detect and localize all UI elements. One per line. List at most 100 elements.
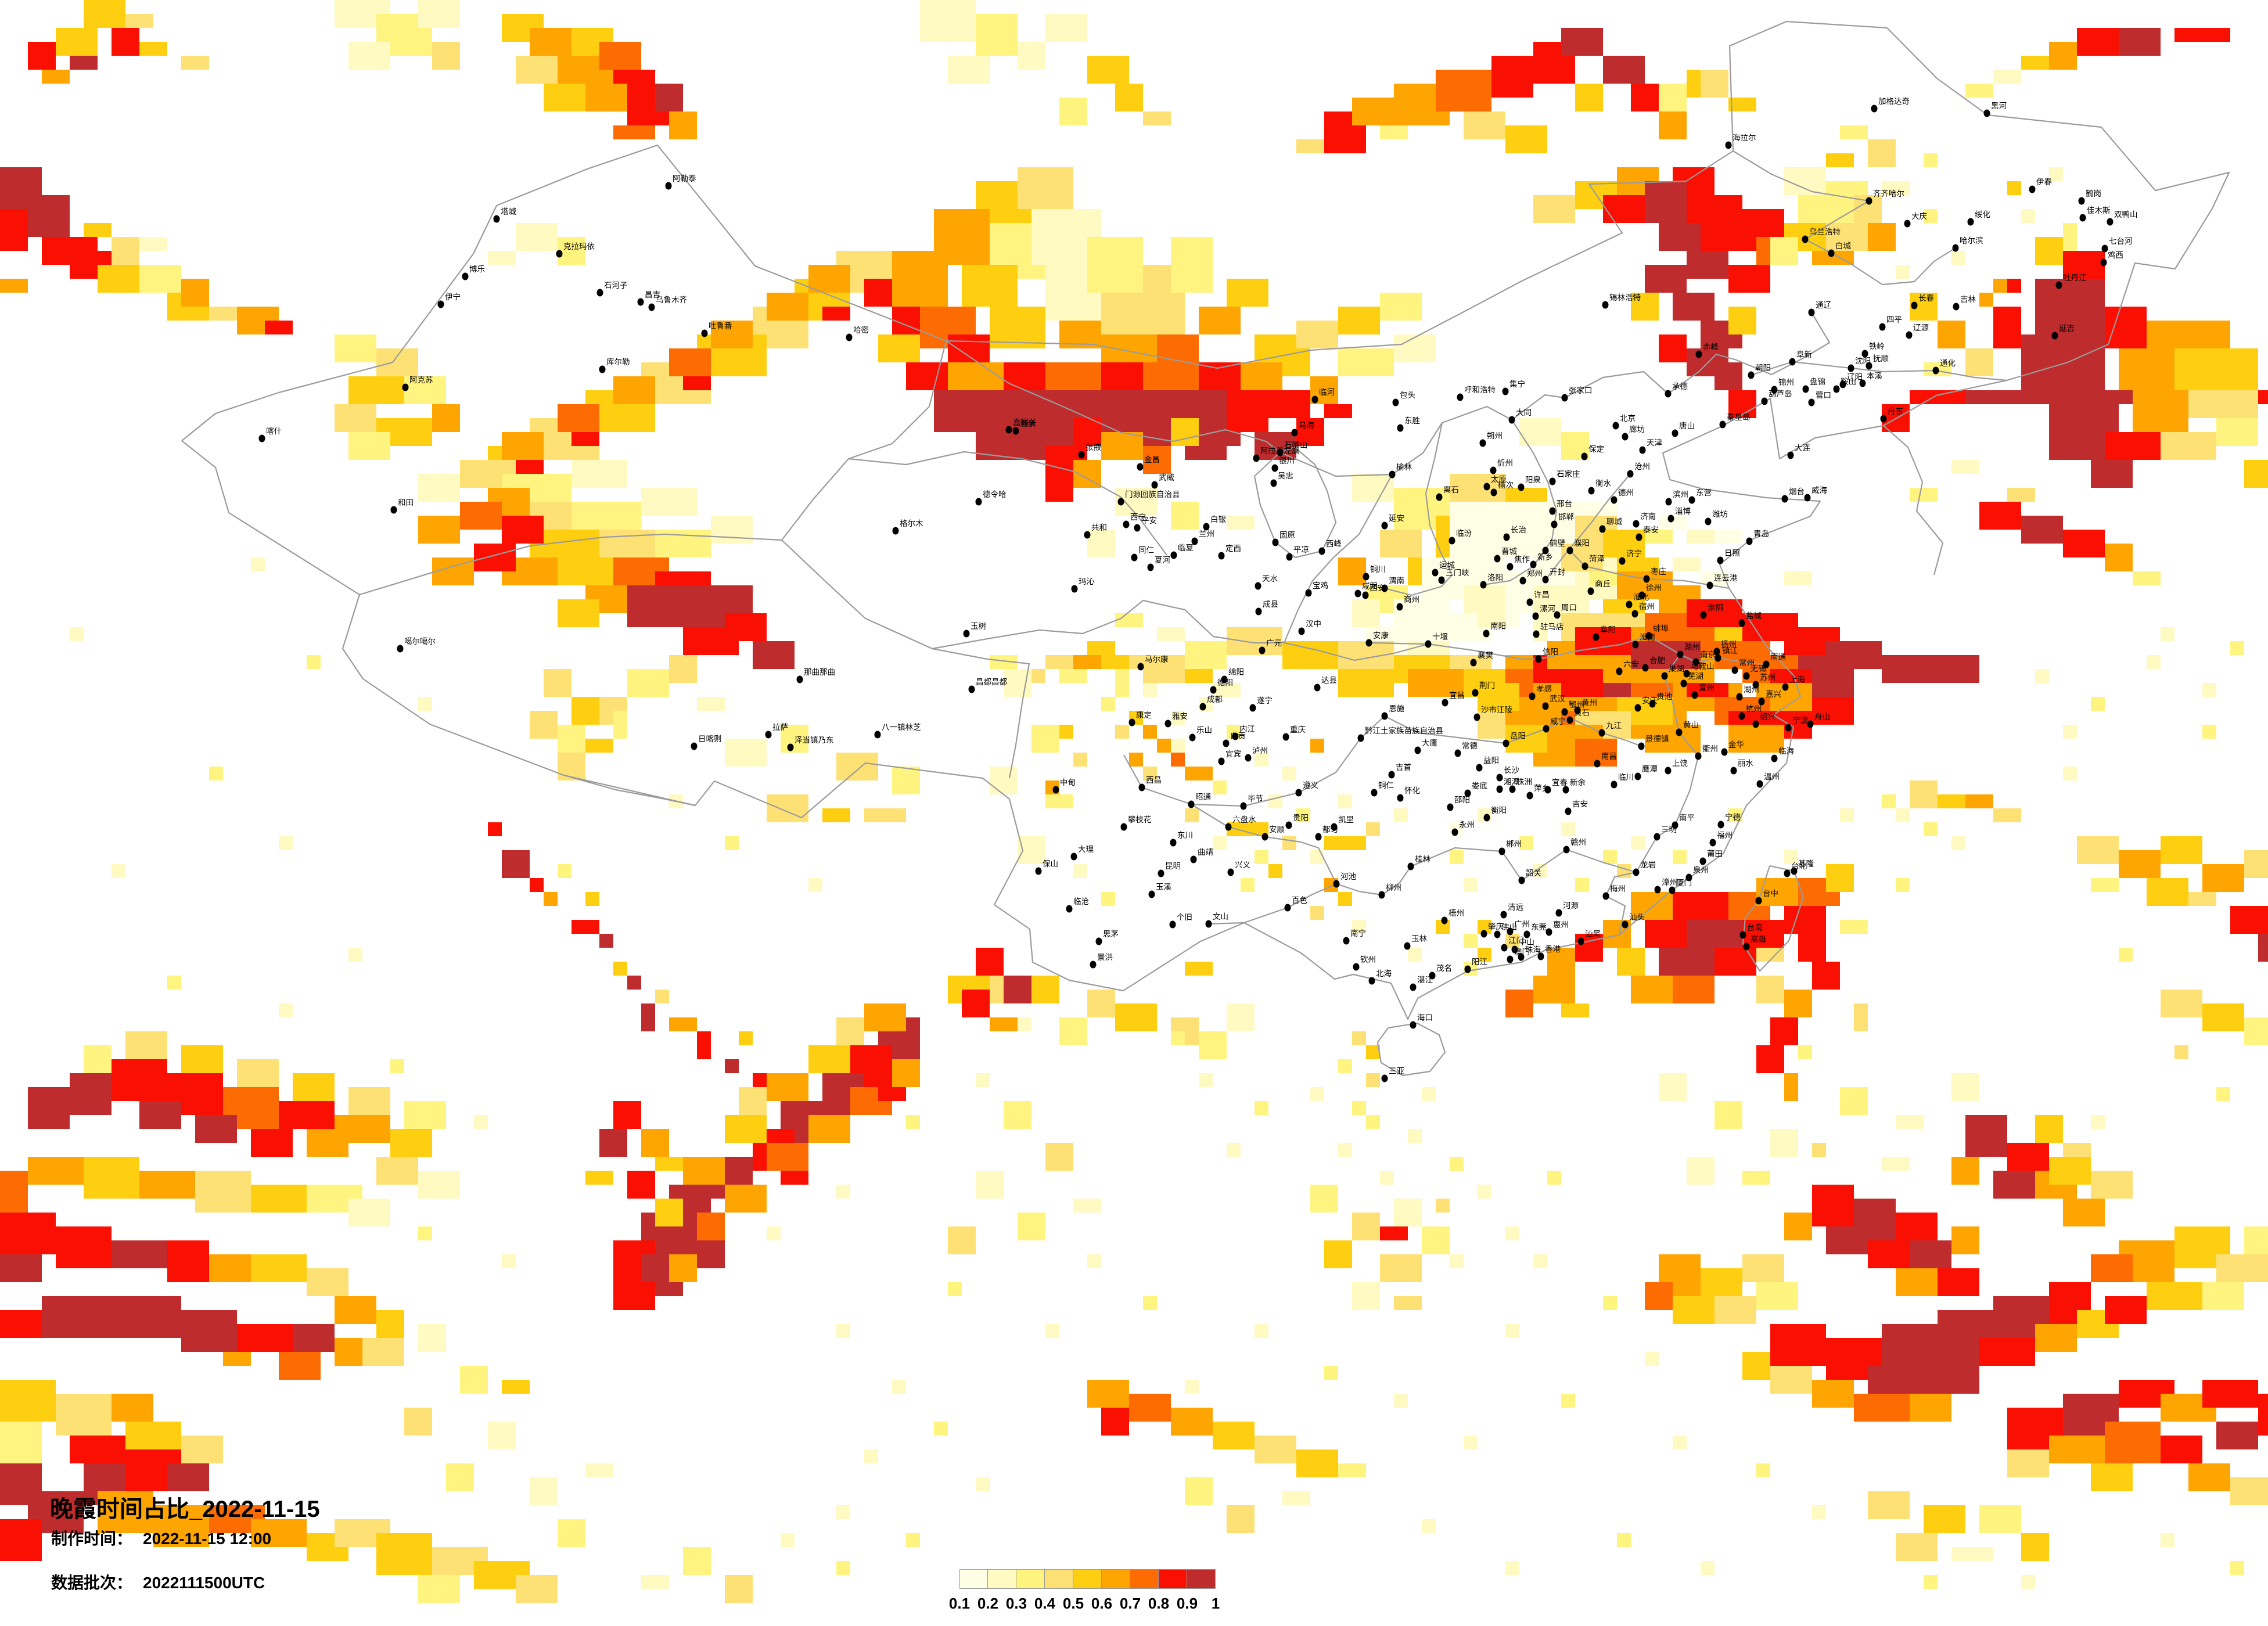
heat-cell <box>1143 111 1171 125</box>
legend-tick-label: 0.8 <box>1148 1595 1170 1612</box>
production-time-label: 制作时间： <box>51 1530 133 1548</box>
heat-cell <box>836 753 878 780</box>
heat-cell <box>1380 125 1408 139</box>
heat-cell <box>1101 432 1143 460</box>
heat-cell <box>2035 237 2063 265</box>
heat-cell <box>920 0 976 42</box>
heat-cell <box>1087 390 1171 432</box>
heat-cell <box>2133 571 2161 585</box>
heat-cell <box>544 84 585 111</box>
heat-cell <box>1603 195 1645 223</box>
heat-cell <box>1575 84 1603 111</box>
heat-cell <box>2049 167 2063 181</box>
heat-cell <box>1868 139 1896 167</box>
heat-cell <box>2007 181 2021 195</box>
heat-cell <box>418 0 460 28</box>
heat-cell <box>1826 153 1854 167</box>
data-batch-value: 2022111500UTC <box>143 1574 265 1592</box>
heat-cell <box>627 585 697 627</box>
heat-cell <box>1965 348 1993 376</box>
heat-cell <box>1143 655 1185 683</box>
heat-cell <box>1296 139 1324 153</box>
heat-cell <box>265 321 293 334</box>
heat-cell <box>42 70 70 84</box>
heat-cell <box>558 557 613 585</box>
heat-cell <box>1004 362 1045 390</box>
heat-cell <box>1840 125 1868 139</box>
heat-cell <box>181 56 209 70</box>
legend-swatch <box>1045 1569 1073 1589</box>
legend-tick-label: 0.6 <box>1091 1595 1113 1612</box>
heat-cell <box>404 376 446 404</box>
heat-cell <box>1352 98 1394 125</box>
heat-cell <box>948 362 1004 390</box>
heat-cell <box>1798 195 1854 223</box>
heat-cell <box>460 502 502 530</box>
heat-cell <box>1101 362 1143 390</box>
heat-cell <box>962 265 1018 307</box>
heat-cell <box>934 209 990 265</box>
heat-cell <box>2244 460 2268 488</box>
heat-cell <box>1185 641 1227 669</box>
legend-tick-label: 0.9 <box>1176 1595 1198 1612</box>
heat-cell <box>558 599 599 627</box>
heat-cell <box>864 279 892 307</box>
heat-cell <box>1687 530 1715 544</box>
heat-cell <box>697 697 725 711</box>
heat-cell <box>1993 279 2007 293</box>
heat-cell <box>2216 418 2258 446</box>
heat-cell <box>1185 669 1213 683</box>
heat-cell <box>976 432 1045 460</box>
legend-tick-label: 0.3 <box>1005 1595 1027 1612</box>
color-legend: 0.1 0.2 0.3 0.4 0.5 0.6 0.7 0.8 0.9 1 <box>949 1569 1220 1612</box>
heat-cell <box>1965 390 2021 404</box>
legend-tick-label: 0.5 <box>1062 1595 1084 1612</box>
heat-cell <box>2077 28 2119 56</box>
heat-cell <box>1059 669 1087 683</box>
heat-cell <box>1227 516 1255 530</box>
heat-cell <box>1603 56 1645 84</box>
heat-cell <box>1087 237 1143 293</box>
heat-cell <box>1687 195 1742 223</box>
heat-cell <box>488 251 516 265</box>
heat-cell <box>56 28 98 56</box>
legend-swatch <box>1073 1569 1102 1589</box>
heat-cell <box>976 14 1018 56</box>
heat-cell <box>1352 599 1380 627</box>
heat-cell <box>0 209 28 251</box>
heat-cell <box>1199 307 1241 334</box>
heat-cell <box>934 390 1018 432</box>
production-time-line: 制作时间： 2022-11-15 12:00 <box>51 1526 271 1549</box>
heat-cell <box>1087 641 1115 655</box>
heat-cell <box>1659 111 1687 139</box>
heat-cell <box>1087 56 1129 84</box>
heat-cell <box>1338 669 1394 697</box>
heat-cell <box>1645 181 1687 223</box>
heat-cell <box>335 404 376 432</box>
heat-cell <box>502 516 544 544</box>
heat-cell <box>1450 585 1464 599</box>
heat-cell <box>2007 279 2021 293</box>
legend-tick-label: 0.1 <box>948 1595 971 1612</box>
heat-cell <box>1979 502 2021 530</box>
heat-cell <box>1896 265 1910 279</box>
heat-cell <box>348 376 404 404</box>
heat-cell <box>1575 627 1631 655</box>
heat-cell <box>1241 362 1282 390</box>
heat-cell <box>1728 307 1756 334</box>
heat-cell <box>892 307 920 334</box>
heat-cell <box>781 725 808 753</box>
heat-cell <box>1715 362 1742 390</box>
heat-cell <box>1087 530 1115 557</box>
heat-cell <box>348 42 390 70</box>
legend-swatches <box>959 1569 1216 1589</box>
heat-cell <box>864 808 906 822</box>
heat-cell <box>725 739 767 767</box>
heat-cell <box>502 432 544 460</box>
heat-cell <box>1296 321 1338 348</box>
heat-cell <box>1659 334 1687 362</box>
heat-cell <box>2063 223 2077 251</box>
heat-cell <box>1338 348 1394 376</box>
